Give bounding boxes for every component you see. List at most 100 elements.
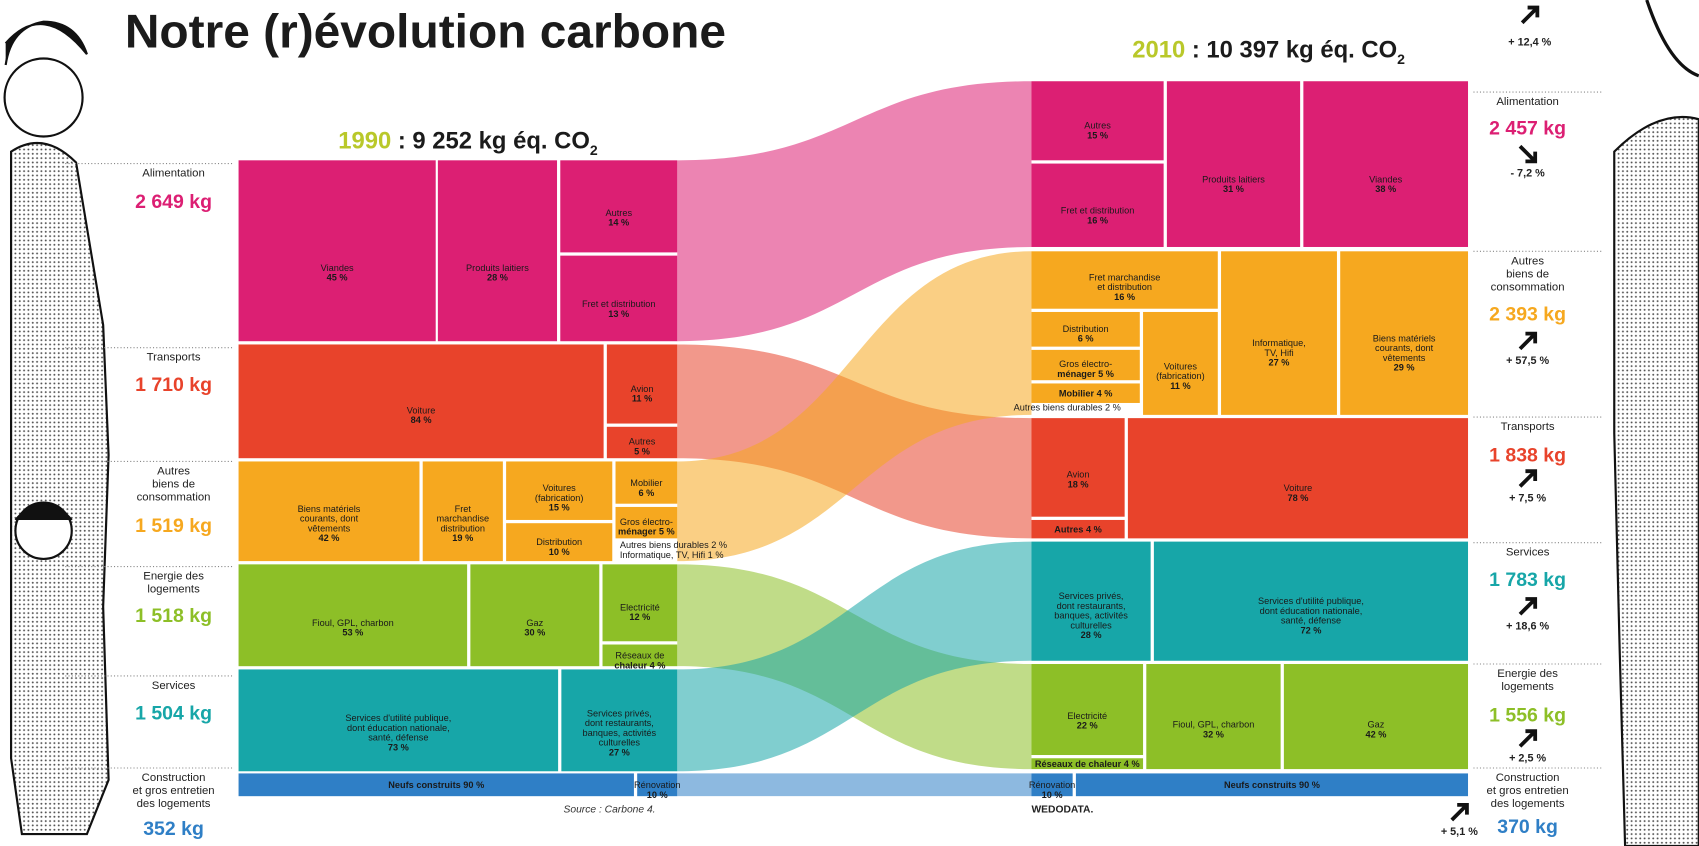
trend-arrow (1518, 144, 1538, 164)
category-change: + 5,1 % (1441, 826, 1478, 838)
segment (506, 461, 613, 520)
segment (615, 506, 678, 539)
category-amount: 1 504 kg (135, 702, 212, 724)
left-heading: 1990 : 9 252 kg éq. CO2 (338, 127, 598, 157)
segment-label-line: Services d'utilité publique, (1258, 596, 1364, 606)
category-amount: 2 393 kg (1489, 304, 1566, 326)
segment-label-line: 22 % (1077, 721, 1098, 731)
segment-label-line: 27 % (1269, 358, 1290, 368)
segment-label-line: 45 % (327, 273, 348, 283)
category-name-line: et gros entretien (1487, 785, 1569, 797)
segment-label-line: TV, Hifi (1264, 348, 1293, 358)
segment-label: Rénovation 10 % (1029, 780, 1075, 800)
category-change: + 2,5 % (1509, 753, 1546, 765)
segment-label-line: Gros électro- (1059, 359, 1112, 369)
segment-label-line: Gaz (1368, 720, 1385, 730)
category-amount: 1 556 kg (1489, 704, 1566, 726)
segment (238, 773, 634, 797)
segment (1075, 773, 1469, 797)
segment-label: Biens matériels courants, dont vêtements 29… (1373, 333, 1436, 372)
segment-label-line: 30 % (524, 628, 545, 638)
segment-label-line: Voiture (407, 405, 436, 415)
segment-label-line: Services privés, (587, 708, 652, 718)
segment-label-line: Services privés, (1059, 591, 1124, 601)
segment-label-line: 19 % (452, 533, 473, 543)
category-amount: 352 kg (143, 818, 204, 840)
segment-label-line: Electricité (620, 602, 660, 612)
segment (1146, 664, 1281, 770)
right-heading: 2010 : 10 397 kg éq. CO2 (1132, 36, 1405, 66)
trend-arrow (1518, 597, 1538, 616)
segment (506, 523, 613, 562)
segment-label: Produits laitiers 31 % (1202, 174, 1265, 194)
right-total-sub: 2 (1397, 51, 1405, 67)
category-change: + 57,5 % (1506, 355, 1549, 367)
segment-label-line: 29 % (1394, 363, 1415, 373)
segment (1153, 541, 1469, 661)
right-year: 2010 (1132, 36, 1185, 63)
segment (606, 426, 678, 459)
category-name: Autres biens de consommation (1491, 255, 1565, 293)
segment-label-line: culturelles (599, 738, 641, 748)
flow (677, 541, 1032, 772)
segment-label: Fret marchandise et distribution 16 % (1089, 272, 1161, 301)
segment-label-line: 28 % (487, 273, 508, 283)
segment-label-line: Mobilier 4 % (1059, 388, 1113, 398)
segment-label-line: Biens matériels (1373, 333, 1436, 343)
segment-label: Avion 18 % (1067, 470, 1090, 490)
segment-note-line: Informatique, TV, Hifi 1 % (620, 550, 724, 560)
category-name-line: des logements (137, 798, 211, 810)
category-name: Autres biens de consommation (137, 465, 211, 503)
segment-label-line: 15 % (549, 503, 570, 513)
category-name-line: logements (1501, 681, 1554, 693)
trend-arrow (1520, 5, 1540, 25)
segment-label-line: Produits laitiers (1202, 174, 1265, 184)
segment (1166, 81, 1301, 247)
segment (1031, 541, 1151, 661)
right-total: : 10 397 kg éq. CO (1185, 36, 1397, 63)
category-name: Services (1506, 547, 1550, 559)
segment-label-line: 16 % (1114, 292, 1135, 302)
category-name-line: Transports (1501, 421, 1555, 433)
segment (637, 773, 678, 797)
segment (1031, 758, 1144, 770)
category-amount: 1 519 kg (135, 515, 212, 537)
category-change: - 7,2 % (1510, 168, 1545, 180)
segment (1143, 311, 1218, 415)
segment-label-line: santé, défense (368, 733, 428, 743)
segment-label-line: Rénovation (634, 780, 680, 790)
segment (1031, 349, 1140, 381)
segment-label: Fioul, GPL, charbon 32 % (1173, 720, 1255, 740)
segment (470, 564, 600, 667)
segment-label-line: (fabrication) (535, 493, 584, 503)
segment-note: Autres biens durables 2 % (1014, 403, 1121, 413)
category-amount: 1 710 kg (135, 374, 212, 396)
segment-label-line: Autres 4 % (1054, 524, 1102, 534)
category-name-line: Services (1506, 547, 1550, 559)
segment (602, 644, 678, 667)
segment-label-line: Autres (605, 208, 632, 218)
segment-label: Distribution 10 % (536, 537, 582, 557)
segment (1283, 664, 1469, 770)
segment (1031, 664, 1144, 756)
category-amount: 1 838 kg (1489, 444, 1566, 466)
segment-label: Rénovation 10 % (634, 780, 680, 800)
segment-label-line: Autres (629, 437, 656, 447)
trend-arrow (1518, 729, 1538, 748)
segment-label-line: Fioul, GPL, charbon (312, 618, 394, 628)
category-name: Services (152, 680, 196, 692)
segment-label-line: Services d'utilité publique, (345, 713, 451, 723)
segment-label-line: ménager 5 % (618, 527, 675, 537)
category-name: Transports (1501, 421, 1555, 433)
segment-label: Electricité 22 % (1067, 711, 1107, 731)
segment-label-line: 11 % (632, 394, 652, 404)
category-name: Energie des logements (143, 571, 204, 596)
segment-label: Informatique, TV, Hifi 27 % (1252, 338, 1306, 367)
segment-label-line: 42 % (319, 533, 340, 543)
segment-label-line: dont éducation nationale, (1260, 606, 1363, 616)
segment (1127, 418, 1469, 539)
segment (422, 461, 503, 562)
category-name-line: biens de (1506, 268, 1549, 280)
category-name: Alimentation (142, 168, 205, 180)
